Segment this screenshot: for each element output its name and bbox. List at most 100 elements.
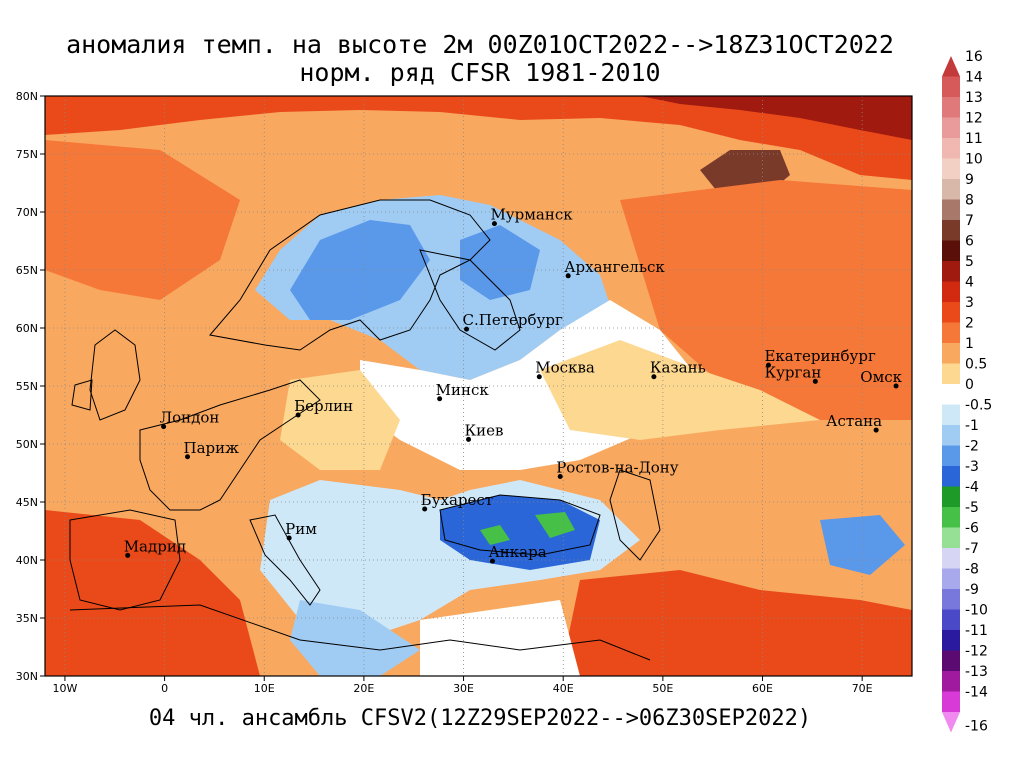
- legend-label: -16: [965, 719, 988, 735]
- legend-swatch: [942, 322, 960, 343]
- city-markers: Мурманск Архангельск С.Петербург Москва Каза…: [124, 206, 903, 564]
- lon-tick-label: 70E: [852, 682, 873, 695]
- legend-label: 9: [965, 172, 974, 188]
- lon-tick-label: 40E: [553, 682, 574, 695]
- city-label: Мадрид: [124, 537, 186, 555]
- legend-swatch: [942, 650, 960, 671]
- legend-label: -12: [965, 644, 988, 660]
- legend-swatch: [942, 281, 960, 302]
- legend-label: -10: [965, 603, 988, 619]
- legend-label: 11: [965, 131, 983, 147]
- city-dot: [161, 424, 167, 430]
- lon-axis: 10W 0 10E 20E 30E 40E 50E 60E 70E: [52, 676, 873, 695]
- city-label: С.Петербург: [463, 311, 563, 329]
- legend-label: 10: [965, 152, 983, 168]
- legend-swatch: [942, 240, 960, 261]
- lat-tick-label: 70N: [16, 206, 38, 219]
- city-label: Берлин: [294, 397, 353, 415]
- legend-label: 0: [965, 377, 974, 393]
- legend-label: 4: [965, 275, 974, 291]
- legend-swatch: [942, 425, 960, 446]
- legend-label: 3: [965, 295, 974, 311]
- field-iberia-warm: [45, 510, 260, 676]
- city-label: Бухарест: [421, 491, 493, 509]
- field-volga-slight: [540, 340, 820, 440]
- city-dot: [125, 552, 131, 558]
- city-label: Мурманск: [490, 206, 573, 224]
- coast-black-sea: [439, 494, 601, 556]
- legend-label: 2: [965, 316, 974, 332]
- legend-swatch: [942, 671, 960, 692]
- legend-label: 16: [965, 49, 983, 65]
- legend-swatch: [942, 691, 960, 712]
- legend-swatch: [942, 220, 960, 241]
- city-label: Анкара: [488, 543, 546, 561]
- legend-swatch: [942, 486, 960, 507]
- legend-label: -14: [965, 685, 988, 701]
- city-dot: [185, 454, 191, 460]
- city-label: Екатеринбург: [764, 347, 875, 365]
- lat-tick-label: 60N: [16, 322, 38, 335]
- legend-label: -5: [965, 500, 979, 516]
- city-label: Омск: [860, 368, 902, 386]
- lon-tick-label: 10W: [52, 682, 77, 695]
- coast-ireland: [71, 379, 93, 411]
- legend-swatch: [942, 117, 960, 138]
- legend-swatch: [942, 568, 960, 589]
- legend-arrow-top: [942, 56, 960, 77]
- coastlines: [69, 199, 661, 661]
- legend-label: -2: [965, 439, 979, 455]
- field-mediterranean-cool: [290, 600, 420, 676]
- legend-label: 5: [965, 254, 974, 270]
- city-label: Лондон: [160, 409, 220, 427]
- legend-swatch: [942, 507, 960, 528]
- city-dot: [651, 374, 657, 380]
- city-label: Минск: [436, 381, 490, 399]
- field-cold-spot1: [480, 525, 510, 545]
- legend-label: 0.5: [965, 357, 987, 373]
- field-egypt-neutral: [420, 600, 580, 676]
- coast-white-sea: [419, 249, 521, 351]
- legend-label: -4: [965, 480, 979, 496]
- legend-label: -11: [965, 623, 988, 639]
- legend-swatch: [942, 609, 960, 630]
- legend-label: -0.5: [965, 398, 992, 414]
- legend-swatch: [942, 548, 960, 569]
- lat-tick-label: 65N: [16, 264, 38, 277]
- city-dot: [464, 326, 470, 332]
- field-arctic-strong: [640, 96, 912, 140]
- map-title-line2: норм. ряд CFSR 1981-2010: [299, 58, 661, 87]
- lon-tick-label: 20E: [353, 682, 374, 695]
- coast-iberia: [69, 509, 181, 611]
- lat-axis: 30N 35N 40N 45N 50N 55N 60N 65N 70N 75N 80N: [16, 90, 45, 683]
- coast-italy: [249, 514, 321, 606]
- legend-swatch: [942, 527, 960, 548]
- field-mideast-warm: [560, 570, 912, 676]
- lat-tick-label: 75N: [16, 148, 38, 161]
- city-dot: [422, 506, 428, 512]
- lon-tick-label: 0: [161, 682, 168, 695]
- legend-swatch: [942, 363, 960, 384]
- legend-swatch: [942, 630, 960, 651]
- legend-swatch: [942, 138, 960, 159]
- legend-label: -6: [965, 521, 979, 537]
- field-cold-spot2: [535, 512, 575, 538]
- city-label: Москва: [535, 359, 595, 377]
- field-scandinavia-colder: [290, 220, 430, 320]
- city-dot: [491, 221, 497, 227]
- city-dot: [565, 273, 571, 279]
- legend-arrow-bottom: [942, 712, 960, 733]
- field-atlantic: [45, 140, 240, 300]
- coast-britain: [89, 329, 141, 421]
- legend-label: -8: [965, 562, 979, 578]
- legend-label: 6: [965, 234, 974, 250]
- city-dot: [437, 396, 443, 402]
- legend-swatch: [942, 404, 960, 425]
- lat-tick-label: 35N: [16, 612, 38, 625]
- legend-label: -7: [965, 541, 979, 557]
- legend-swatch: [942, 199, 960, 220]
- legend-label: -9: [965, 582, 979, 598]
- city-label: Астана: [826, 412, 882, 430]
- legend-label: 1: [965, 336, 974, 352]
- city-dot: [873, 427, 879, 433]
